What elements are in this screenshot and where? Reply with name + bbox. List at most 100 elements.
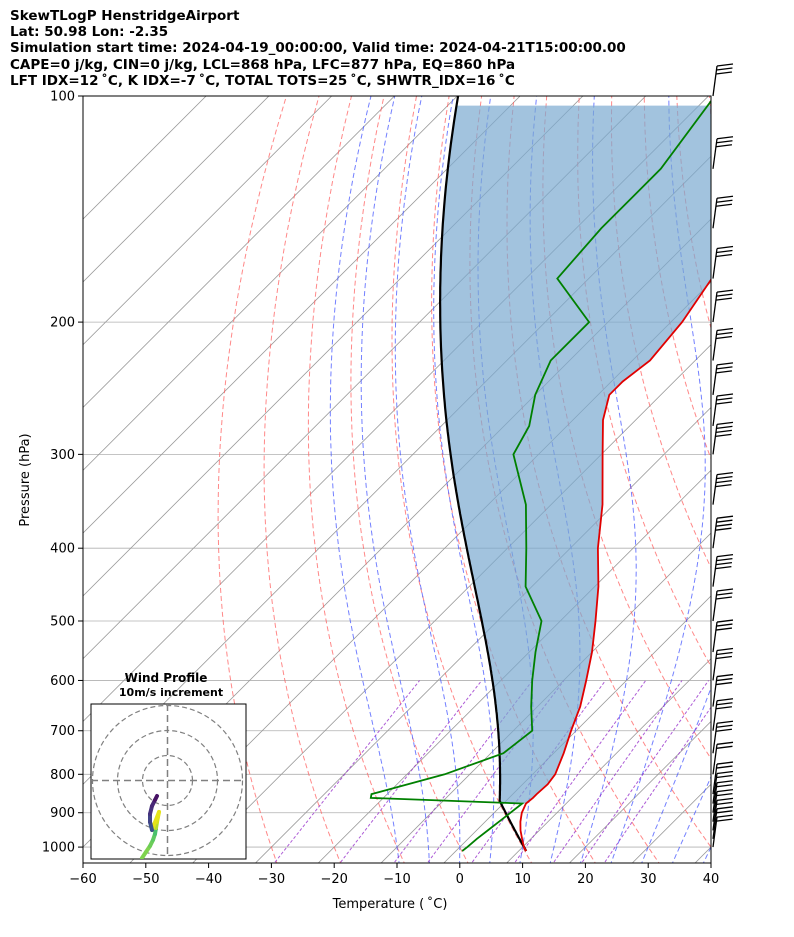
wind-barb-shaft xyxy=(712,744,718,775)
wind-barb-flag xyxy=(715,297,733,301)
wind-barb xyxy=(712,720,734,754)
x-tick-label: 10 xyxy=(514,872,531,887)
y-tick-label: 1000 xyxy=(42,841,75,856)
wind-barb xyxy=(712,673,734,707)
wind-barb-flag xyxy=(716,780,734,784)
wind-barb-flag xyxy=(716,588,734,592)
y-axis-label: Pressure (hPa) xyxy=(18,433,33,526)
isotherm-line xyxy=(743,62,794,879)
wind-barb-flag xyxy=(716,619,734,623)
wind-barb-flag xyxy=(716,67,733,71)
simulation-time: Simulation start time: 2024-04-19_00:00:… xyxy=(10,40,626,57)
wind-barb-shaft xyxy=(712,676,718,707)
wind-barb-shaft xyxy=(712,590,718,622)
temperature-line xyxy=(519,278,711,852)
isotherm-line xyxy=(317,469,711,863)
x-tick-label: 0 xyxy=(456,872,464,887)
wind-barb-shaft xyxy=(712,650,718,681)
wind-barb-shaft xyxy=(712,424,718,455)
wind-barb-flag xyxy=(716,293,733,297)
y-tick-label: 100 xyxy=(50,90,75,105)
wind-barbs xyxy=(712,63,734,848)
dry-adiabat-line xyxy=(643,96,711,460)
wind-barb-shaft xyxy=(712,292,718,323)
wind-barb-flag xyxy=(716,814,734,818)
isotherm-line xyxy=(254,406,711,863)
mixing-ratio-line xyxy=(471,680,606,863)
mixing-ratio-line xyxy=(513,680,647,863)
wind-barb-flag xyxy=(716,784,733,788)
isotherm-line xyxy=(83,96,207,220)
dry-adiabat-line xyxy=(391,96,533,863)
isotherm-line xyxy=(83,96,333,346)
wind-barb-shaft xyxy=(712,138,718,169)
dry-adiabat-line xyxy=(263,96,342,863)
axes: −60 −50 −40 −30 −20 −10 0 10 20 30 40 100 200 300 400 5… xyxy=(42,90,719,888)
moist-adiabat-line xyxy=(610,96,706,863)
wind-barb xyxy=(712,421,734,455)
wind-barb-flag xyxy=(715,596,733,600)
wind-barb-flag xyxy=(716,393,734,397)
dry-adiabat-line xyxy=(577,96,711,668)
wind-barb-flag xyxy=(716,789,734,793)
wind-barb-flag xyxy=(716,623,733,627)
wind-barb xyxy=(712,393,734,427)
wind-barb-flag xyxy=(715,728,733,732)
wind-barb xyxy=(712,245,734,279)
wind-barb-flag xyxy=(716,327,734,332)
wind-barb-flag xyxy=(716,362,734,366)
wind-barb-flag xyxy=(715,627,733,631)
y-tick-label: 600 xyxy=(50,674,75,689)
wind-barb-flag xyxy=(715,401,733,405)
wind-barb-flag xyxy=(715,527,732,531)
wind-barb-flag xyxy=(716,592,733,596)
wind-barb-flag xyxy=(715,71,733,75)
wind-barb-flag xyxy=(716,702,733,706)
wind-barb xyxy=(712,195,734,229)
wind-barb-flag xyxy=(716,519,733,523)
wind-barb-flag xyxy=(715,561,733,566)
chart-title: SkewTLogP HenstridgeAirport xyxy=(10,8,240,24)
wind-barb-shaft xyxy=(712,621,718,653)
wind-barb-flag xyxy=(715,144,733,148)
sounding-traces xyxy=(369,96,711,852)
wind-barb-flag xyxy=(716,140,733,144)
wind-barb-shaft xyxy=(712,763,718,795)
isotherm-line xyxy=(506,658,711,863)
wind-barb-flag xyxy=(715,253,733,258)
wind-barb-flag xyxy=(716,199,733,203)
wind-barb xyxy=(712,553,734,587)
wind-barb-flag xyxy=(716,698,734,702)
isotherm-line xyxy=(568,720,711,863)
wind-barb-shaft xyxy=(712,556,718,587)
mixing-ratio-line xyxy=(552,680,683,863)
hodograph-inset: Wind Profile 10m/s increment xyxy=(90,671,247,860)
wind-barb-flag xyxy=(716,136,734,140)
x-tick-label: 40 xyxy=(703,872,720,887)
cin-shaded-area xyxy=(440,105,711,804)
wind-barb-flag xyxy=(716,421,734,426)
wind-barb xyxy=(712,362,734,395)
wind-barb xyxy=(712,136,734,169)
x-tick-label: 20 xyxy=(577,872,594,887)
moist-adiabat-line xyxy=(579,96,637,863)
wind-barb-flag xyxy=(716,471,734,476)
moist-adiabat-line xyxy=(329,96,400,863)
wind-barb-flag xyxy=(716,553,734,558)
wind-barb-flag xyxy=(716,741,734,745)
x-tick-label: −40 xyxy=(195,872,222,887)
dry-adiabat-line xyxy=(217,96,287,863)
wind-barb-flag xyxy=(715,655,733,660)
hodograph-frame xyxy=(90,703,247,860)
wind-barb-flag xyxy=(716,745,733,749)
mixing-ratio-line xyxy=(273,680,420,863)
dry-adiabat-line xyxy=(774,96,794,866)
hodograph-trace-segment xyxy=(153,794,159,802)
wind-barb xyxy=(712,797,734,831)
stability-indices-2: LFT IDX=12 ˚C, K IDX=-7 ˚C, TOTAL TOTS=2… xyxy=(10,72,515,89)
wind-barb xyxy=(712,780,734,813)
wind-barb-flag xyxy=(716,765,733,769)
wind-barb-flag xyxy=(715,483,732,488)
wind-barb-flag xyxy=(716,761,734,765)
